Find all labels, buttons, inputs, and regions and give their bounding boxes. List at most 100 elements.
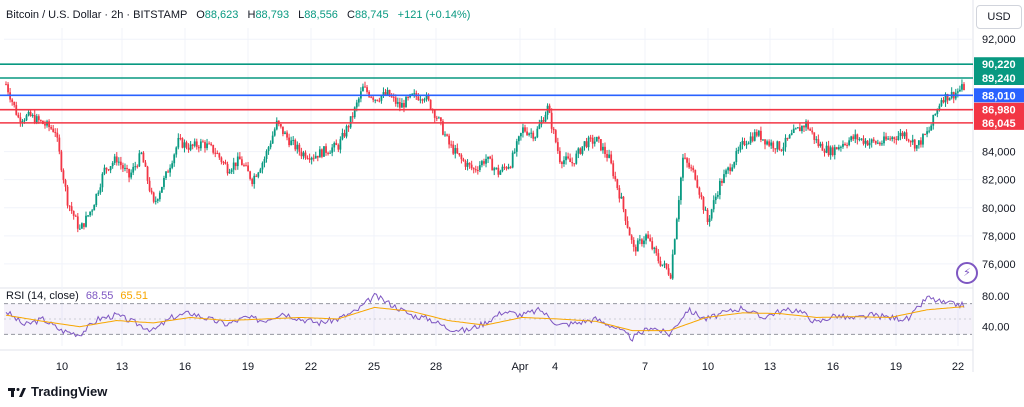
candle-body bbox=[427, 94, 430, 100]
candle-body bbox=[624, 209, 627, 221]
candle-body bbox=[753, 132, 756, 141]
candle-body bbox=[70, 206, 73, 211]
candle-body bbox=[339, 139, 342, 150]
lightning-icon[interactable]: ⚡ bbox=[956, 262, 978, 284]
candle-body bbox=[638, 239, 641, 241]
candle-body bbox=[817, 139, 820, 146]
x-tick-label: 13 bbox=[764, 361, 776, 373]
candle-body bbox=[269, 143, 272, 148]
candle-body bbox=[708, 218, 711, 223]
candle-body bbox=[712, 200, 715, 210]
candle-body bbox=[571, 162, 574, 164]
candle-body bbox=[784, 137, 787, 148]
candle-body bbox=[380, 96, 383, 101]
candle-body bbox=[858, 139, 861, 141]
candle-body bbox=[167, 171, 169, 173]
candle-body bbox=[840, 146, 842, 148]
candle-body bbox=[448, 135, 451, 145]
candle-body bbox=[552, 128, 555, 131]
candle-body bbox=[325, 146, 327, 153]
x-tick-label: 22 bbox=[305, 361, 317, 373]
candle-body bbox=[577, 148, 580, 154]
candle-body bbox=[347, 126, 350, 128]
candle-body bbox=[776, 141, 779, 150]
candle-body bbox=[764, 139, 766, 145]
candle-body bbox=[868, 142, 871, 146]
candle-body bbox=[232, 162, 235, 170]
candle-body bbox=[58, 137, 61, 152]
candle-body bbox=[782, 147, 785, 151]
candle-body bbox=[620, 196, 623, 199]
candle-body bbox=[154, 200, 157, 202]
candle-body bbox=[35, 116, 38, 123]
y-tick-label: 78,000 bbox=[982, 231, 1016, 243]
candle-body bbox=[394, 97, 397, 104]
candle-body bbox=[87, 215, 89, 217]
candle-body bbox=[485, 158, 487, 164]
candle-body bbox=[95, 193, 98, 206]
candle-body bbox=[852, 136, 855, 140]
candle-body bbox=[405, 96, 407, 108]
candle-body bbox=[503, 166, 506, 168]
x-tick-label: 25 bbox=[368, 361, 380, 373]
candle-body bbox=[938, 105, 941, 110]
candle-body bbox=[93, 205, 96, 211]
level-tag bbox=[974, 88, 1024, 103]
candle-body bbox=[370, 96, 373, 98]
candle-body bbox=[115, 156, 118, 163]
candle-body bbox=[401, 102, 403, 108]
candle-body bbox=[109, 166, 112, 171]
candle-body bbox=[698, 187, 701, 195]
candle-body bbox=[267, 147, 270, 152]
candle-body bbox=[279, 124, 282, 127]
candle-body bbox=[928, 130, 931, 132]
level-label: 86,980 bbox=[982, 105, 1016, 117]
candle-body bbox=[411, 93, 414, 95]
candle-body bbox=[876, 142, 879, 144]
candle-body bbox=[296, 144, 299, 150]
candle-body bbox=[470, 164, 473, 169]
candle-body bbox=[803, 125, 805, 128]
candle-body bbox=[161, 186, 163, 193]
candle-body bbox=[583, 141, 586, 147]
candle-body bbox=[403, 102, 405, 108]
candle-body bbox=[774, 148, 777, 150]
candle-body bbox=[887, 138, 889, 140]
candle-body bbox=[509, 166, 512, 168]
candle-body bbox=[27, 111, 30, 116]
candle-body bbox=[714, 196, 717, 201]
candle-body bbox=[528, 133, 531, 135]
x-tick-label: 19 bbox=[242, 361, 254, 373]
candle-body bbox=[878, 142, 881, 145]
rsi-line bbox=[5, 292, 965, 342]
candle-body bbox=[243, 165, 245, 167]
candle-body bbox=[489, 156, 492, 159]
candle-body bbox=[450, 144, 453, 146]
rsi-value: 68.55 bbox=[85, 290, 114, 302]
candle-body bbox=[595, 136, 598, 142]
candle-body bbox=[636, 240, 639, 252]
candle-body bbox=[23, 120, 26, 122]
candle-body bbox=[91, 210, 94, 212]
candle-body bbox=[247, 165, 249, 172]
candle-body bbox=[368, 91, 370, 97]
candle-body bbox=[778, 141, 781, 150]
candle-body bbox=[507, 166, 510, 169]
candle-body bbox=[585, 141, 588, 148]
currency-button[interactable]: USD bbox=[976, 5, 1022, 29]
candle-body bbox=[614, 176, 617, 180]
candle-body bbox=[768, 141, 771, 146]
candle-body bbox=[308, 158, 311, 160]
rsi-label: RSI (14, close) bbox=[6, 290, 79, 302]
candle-body bbox=[940, 100, 943, 106]
candle-body bbox=[515, 141, 518, 152]
candle-body bbox=[860, 138, 863, 140]
candle-body bbox=[684, 157, 686, 159]
candle-body bbox=[218, 153, 221, 158]
candle-body bbox=[608, 154, 611, 158]
candle-body bbox=[739, 144, 742, 150]
candle-body bbox=[497, 167, 500, 175]
x-tick-label: Apr bbox=[511, 361, 528, 373]
level-label: 86,045 bbox=[982, 118, 1016, 130]
